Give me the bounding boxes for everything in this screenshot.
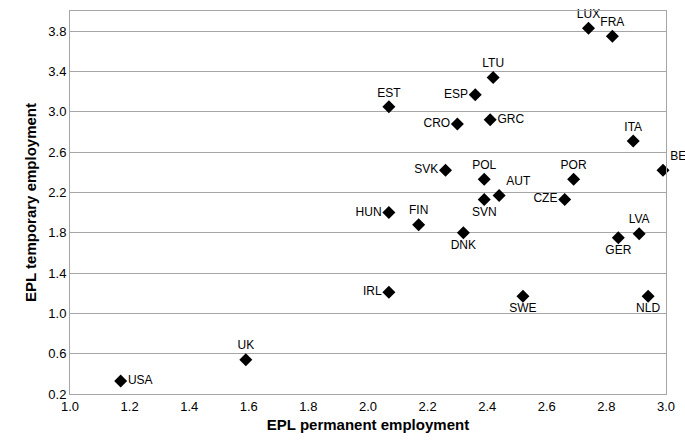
svg-text:HUN: HUN bbox=[356, 205, 382, 219]
svg-text:1.6: 1.6 bbox=[240, 399, 258, 414]
svg-text:1.0: 1.0 bbox=[61, 399, 79, 414]
svg-text:FRA: FRA bbox=[600, 15, 624, 29]
svg-text:EPL temporary employment: EPL temporary employment bbox=[22, 103, 39, 302]
svg-text:DNK: DNK bbox=[451, 238, 476, 252]
svg-text:0.6: 0.6 bbox=[48, 346, 66, 361]
svg-text:0.2: 0.2 bbox=[48, 387, 66, 402]
svg-text:3.0: 3.0 bbox=[48, 104, 66, 119]
svg-text:POL: POL bbox=[472, 158, 496, 172]
svg-text:ESP: ESP bbox=[444, 87, 468, 101]
svg-text:LTU: LTU bbox=[482, 56, 504, 70]
svg-text:2.2: 2.2 bbox=[419, 399, 437, 414]
svg-text:ITA: ITA bbox=[624, 120, 642, 134]
svg-text:FIN: FIN bbox=[409, 203, 428, 217]
svg-text:1.8: 1.8 bbox=[299, 399, 317, 414]
svg-text:2.2: 2.2 bbox=[48, 185, 66, 200]
svg-text:LUX: LUX bbox=[577, 7, 600, 21]
svg-text:1.4: 1.4 bbox=[180, 399, 198, 414]
svg-text:1.8: 1.8 bbox=[48, 225, 66, 240]
svg-text:UK: UK bbox=[237, 338, 254, 352]
svg-text:2.8: 2.8 bbox=[597, 399, 615, 414]
svg-text:POR: POR bbox=[561, 158, 587, 172]
svg-text:BEL: BEL bbox=[670, 149, 685, 163]
svg-text:AUT: AUT bbox=[506, 174, 531, 188]
svg-text:3.8: 3.8 bbox=[48, 24, 66, 39]
svg-text:USA: USA bbox=[128, 373, 153, 387]
svg-text:2.4: 2.4 bbox=[478, 399, 496, 414]
svg-text:2.6: 2.6 bbox=[48, 145, 66, 160]
svg-text:EPL permanent employment: EPL permanent employment bbox=[267, 416, 469, 433]
svg-text:3.4: 3.4 bbox=[48, 64, 66, 79]
svg-text:1.4: 1.4 bbox=[48, 266, 66, 281]
svg-text:SWE: SWE bbox=[509, 301, 536, 315]
svg-text:SVN: SVN bbox=[472, 205, 497, 219]
svg-text:1.0: 1.0 bbox=[48, 306, 66, 321]
svg-text:IRL: IRL bbox=[363, 284, 382, 298]
svg-text:3.0: 3.0 bbox=[657, 399, 675, 414]
svg-text:2.0: 2.0 bbox=[359, 399, 377, 414]
svg-text:NLD: NLD bbox=[636, 301, 660, 315]
svg-text:GER: GER bbox=[605, 243, 631, 257]
svg-text:GRC: GRC bbox=[497, 112, 524, 126]
svg-text:2.6: 2.6 bbox=[538, 399, 556, 414]
svg-text:LVA: LVA bbox=[629, 212, 650, 226]
svg-text:1.2: 1.2 bbox=[121, 399, 139, 414]
svg-text:CRO: CRO bbox=[423, 116, 450, 130]
svg-text:CZE: CZE bbox=[533, 191, 557, 205]
svg-text:EST: EST bbox=[377, 86, 401, 100]
svg-text:SVK: SVK bbox=[414, 162, 438, 176]
